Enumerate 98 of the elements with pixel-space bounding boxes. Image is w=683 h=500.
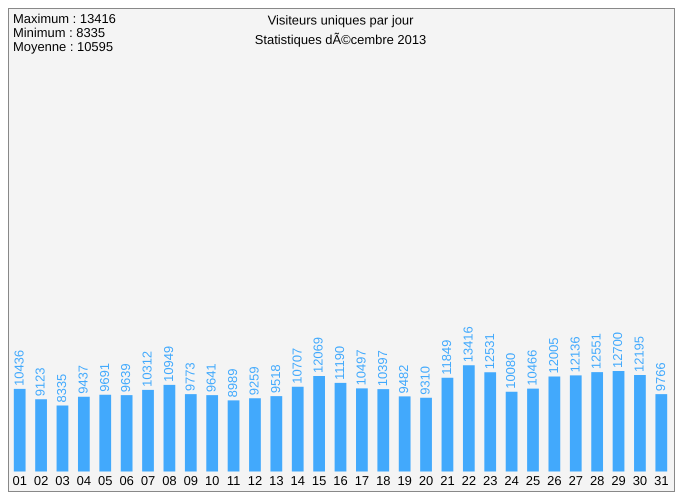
bar xyxy=(14,388,26,472)
data-label: 10080 xyxy=(503,352,518,389)
data-label: 10397 xyxy=(374,350,390,386)
data-label: 10497 xyxy=(353,349,368,386)
bar xyxy=(270,396,282,472)
x-tick-label: 13 xyxy=(269,472,284,488)
x-tick-label: 06 xyxy=(119,472,134,488)
bar xyxy=(292,386,304,472)
data-label: 12069 xyxy=(310,337,326,373)
data-label: 9437 xyxy=(75,365,90,394)
x-tick-label: 18 xyxy=(376,472,390,488)
text: Moyenne : 10595 xyxy=(12,38,114,54)
data-label: 9639 xyxy=(118,363,134,392)
bar xyxy=(377,389,390,472)
x-tick-label: 17 xyxy=(354,472,370,488)
x-tick-label: 12 xyxy=(248,472,262,488)
chart-subtitle: Statistiques dÃ©cembre 2013 xyxy=(254,32,426,47)
data-label: 8335 xyxy=(54,374,70,403)
x-tick-label: 08 xyxy=(162,472,177,488)
bar xyxy=(442,378,454,472)
bar xyxy=(548,376,560,472)
data-label: 12195 xyxy=(631,336,646,372)
chart-title: Visiteurs uniques par jour xyxy=(268,12,414,28)
data-label: 11190 xyxy=(332,346,348,380)
bar xyxy=(398,396,411,472)
x-tick-label: 25 xyxy=(526,472,540,488)
bar xyxy=(313,376,325,472)
data-label: 13416 xyxy=(460,326,476,362)
bar xyxy=(35,399,47,472)
data-label: 9259 xyxy=(246,366,262,396)
bar xyxy=(591,372,604,472)
x-tick-label: 27 xyxy=(568,472,583,488)
data-label: 10707 xyxy=(289,348,304,384)
x-tick-label: 24 xyxy=(504,472,519,488)
bar xyxy=(142,390,154,472)
x-tick-label: 11 xyxy=(226,472,240,488)
data-label: 12136 xyxy=(567,336,582,372)
data-label: 9773 xyxy=(182,362,198,392)
bar xyxy=(99,394,112,472)
bar xyxy=(78,396,90,472)
data-label: 10436 xyxy=(11,350,26,386)
text: Minimum : 8335 xyxy=(12,24,106,40)
x-tick-label: 15 xyxy=(312,472,326,488)
x-tick-label: 07 xyxy=(140,472,156,488)
bar xyxy=(184,394,197,472)
bar xyxy=(206,395,218,472)
data-label: 12531 xyxy=(482,333,497,370)
x-tick-label: 30 xyxy=(632,472,648,488)
data-label: 10312 xyxy=(140,350,155,387)
data-label: 9310 xyxy=(418,366,433,395)
bar xyxy=(527,388,539,472)
data-label: 12551 xyxy=(588,333,604,370)
x-tick-label: 19 xyxy=(397,472,412,488)
bar xyxy=(334,382,346,472)
x-tick-label: 26 xyxy=(547,472,562,488)
bar xyxy=(506,392,518,472)
data-label: 10949 xyxy=(160,346,176,382)
x-tick-label: 29 xyxy=(611,472,626,488)
x-tick-label: 23 xyxy=(483,472,498,488)
x-tick-label: 01 xyxy=(12,472,27,488)
bar xyxy=(612,370,624,472)
x-tick-label: 02 xyxy=(34,472,48,488)
text: Maximum : 13416 xyxy=(12,11,116,26)
data-label: 10466 xyxy=(524,350,540,386)
x-tick-label: 03 xyxy=(55,472,70,488)
bar xyxy=(356,388,368,472)
bar xyxy=(228,400,240,472)
data-label: 9123 xyxy=(32,368,48,396)
data-label: 9482 xyxy=(396,364,412,394)
bar xyxy=(570,375,582,472)
bar xyxy=(655,394,668,472)
x-tick-label: 04 xyxy=(76,472,92,488)
bar xyxy=(120,395,133,472)
data-label: 8989 xyxy=(225,368,240,398)
x-tick-label: 21 xyxy=(440,472,455,488)
x-tick-label: 05 xyxy=(98,472,112,488)
x-tick-label: 09 xyxy=(184,472,198,488)
bar xyxy=(420,398,432,472)
bar xyxy=(484,372,496,472)
bar xyxy=(56,406,68,472)
bar xyxy=(249,398,261,472)
x-tick-label: 28 xyxy=(590,472,604,488)
x-tick-label: 22 xyxy=(462,472,476,488)
x-tick-label: 10 xyxy=(204,472,220,488)
bar xyxy=(164,384,176,472)
data-label: 12700 xyxy=(610,332,626,368)
data-label: 11849 xyxy=(439,340,454,375)
x-tick-label: 14 xyxy=(290,472,305,488)
data-label: 9641 xyxy=(204,363,219,392)
bar xyxy=(634,374,646,472)
data-label: 12005 xyxy=(546,338,561,374)
x-tick-label: 16 xyxy=(333,472,348,488)
data-label: 9518 xyxy=(268,364,283,394)
bar xyxy=(462,365,475,472)
data-label: 9766 xyxy=(652,362,668,392)
data-label: 9691 xyxy=(96,363,112,392)
x-tick-label: 20 xyxy=(418,472,434,488)
x-tick-label: 31 xyxy=(654,472,669,488)
